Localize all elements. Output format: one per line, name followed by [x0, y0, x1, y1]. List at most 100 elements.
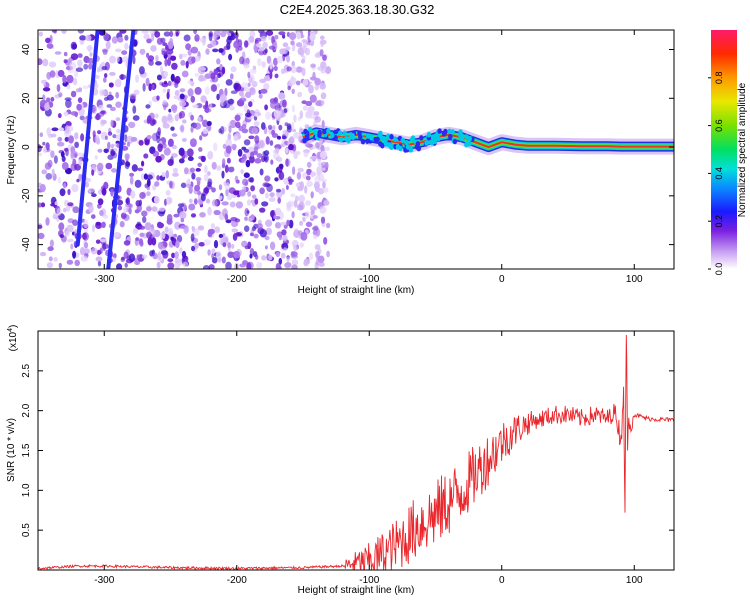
trace-dot [424, 140, 429, 146]
noise-dot [296, 172, 302, 180]
noise-dot [88, 63, 93, 70]
trace-dot [448, 133, 453, 140]
snr-multiplier-exp: 4 [7, 328, 14, 332]
noise-dot [138, 66, 145, 75]
noise-dot [71, 43, 78, 50]
noise-dot [229, 201, 236, 208]
noise-dot [258, 139, 265, 149]
noise-dot [251, 127, 258, 135]
noise-dot [305, 221, 313, 227]
noise-dot [70, 146, 76, 154]
noise-dot [274, 222, 282, 229]
noise-dot [106, 104, 113, 108]
noise-dot [119, 30, 127, 34]
noise-dot [126, 141, 131, 147]
noise-dot [230, 66, 237, 73]
noise-dot [141, 30, 149, 34]
noise-dot [291, 211, 295, 219]
noise-dot [179, 93, 185, 100]
noise-dot [162, 122, 170, 129]
noise-dot [286, 66, 292, 72]
noise-dot [46, 97, 51, 103]
noise-dot [291, 46, 295, 52]
trace-dot [441, 131, 447, 137]
noise-dot [240, 169, 244, 175]
noise-dot [239, 263, 247, 268]
noise-dot [128, 203, 133, 209]
noise-dot [91, 169, 95, 176]
noise-dot [142, 83, 146, 92]
noise-dot [197, 225, 205, 231]
noise-dot [229, 106, 235, 111]
trace-dot [330, 132, 335, 139]
noise-dot [174, 221, 182, 230]
snr-x-tick-label: 0 [499, 575, 505, 586]
noise-dot [167, 57, 172, 67]
snr-x-tick-label: -300 [94, 575, 114, 586]
snr-y-axis: 0.5 1.0 1.5 2.0 2.5 [21, 363, 674, 537]
streak-1 [75, 30, 100, 247]
noise-dot [286, 125, 292, 133]
trace-dot [337, 130, 343, 136]
noise-dot [162, 88, 167, 93]
noise-dot [207, 228, 216, 235]
spectrogram-x-label: Height of straight line (km) [298, 285, 415, 296]
noise-dot [245, 91, 252, 99]
noise-dot [190, 46, 199, 54]
noise-dot [38, 202, 42, 208]
noise-dot [221, 256, 226, 264]
noise-dot [241, 158, 247, 163]
noise-dot [99, 238, 107, 243]
noise-dot [220, 126, 225, 135]
noise-dot [282, 42, 289, 48]
noise-dot [80, 102, 84, 112]
noise-dot [73, 151, 78, 158]
noise-dot [147, 237, 153, 246]
noise-dot [135, 74, 140, 83]
noise-dot [152, 252, 158, 260]
noise-dot [67, 202, 74, 207]
noise-dot [200, 193, 206, 202]
noise-dot [57, 141, 65, 147]
noise-dot [146, 178, 151, 187]
noise-dot [233, 40, 240, 49]
noise-dot [320, 92, 327, 100]
noise-dot [104, 135, 108, 140]
noise-dot [133, 89, 140, 96]
noise-dot [259, 187, 265, 195]
noise-dot [224, 87, 228, 97]
noise-dot [269, 192, 275, 198]
noise-dot [282, 34, 286, 39]
noise-dot [50, 96, 55, 102]
noise-dot [258, 93, 263, 99]
spectrogram-y-tick-label: 0 [21, 144, 32, 150]
noise-dot [297, 91, 303, 98]
noise-dot [192, 104, 199, 109]
noise-dot [83, 63, 89, 70]
noise-dot [77, 30, 85, 34]
noise-dot [40, 202, 46, 208]
noise-dot [263, 83, 270, 91]
noise-dot [146, 52, 150, 58]
noise-dot [264, 175, 271, 182]
noise-dot [63, 147, 69, 152]
colorbar-tick-label: 0.6 [714, 119, 724, 132]
noise-dot [314, 77, 322, 86]
noise-dot [130, 190, 136, 199]
noise-dot [314, 185, 320, 192]
noise-dot [66, 238, 74, 243]
noise-dot [274, 73, 279, 79]
noise-dot [179, 125, 184, 132]
noise-dot [296, 151, 301, 155]
noise-dot [312, 215, 318, 219]
noise-dot [204, 165, 208, 174]
noise-dot [97, 148, 103, 153]
noise-dot [139, 225, 146, 230]
noise-dot [65, 230, 70, 237]
noise-dot [270, 159, 274, 165]
noise-dot [262, 151, 266, 157]
noise-dot [320, 161, 327, 168]
noise-dot [312, 144, 316, 149]
noise-dot [153, 195, 160, 205]
noise-dot [320, 150, 327, 160]
